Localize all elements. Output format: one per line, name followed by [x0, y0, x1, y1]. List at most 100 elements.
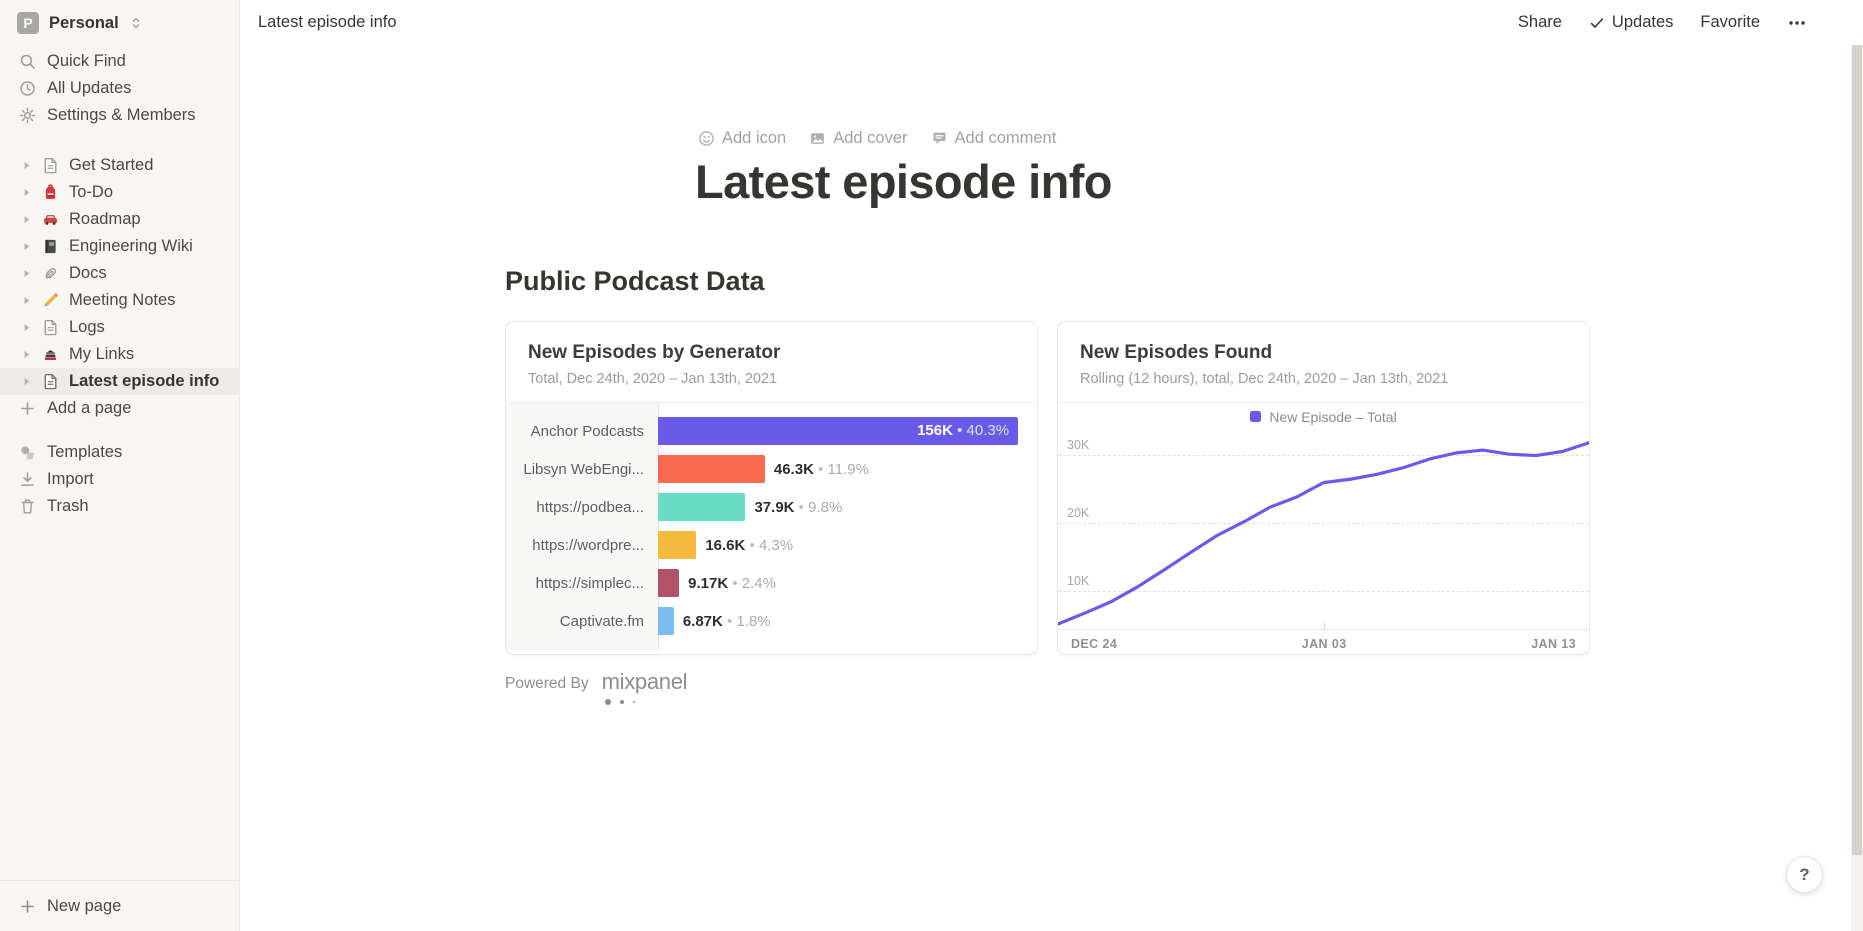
sidebar-page-to-do[interactable]: To-Do	[0, 179, 239, 206]
help-button[interactable]: ?	[1786, 856, 1823, 893]
smiley-icon	[698, 130, 715, 147]
sidebar-page-meeting-notes[interactable]: Meeting Notes	[0, 287, 239, 314]
gridline	[1058, 455, 1589, 456]
sidebar-item-label: Trash	[47, 497, 89, 515]
pencil-icon	[42, 292, 59, 309]
sidebar-item-import[interactable]: Import	[0, 466, 239, 493]
more-options-icon[interactable]	[1787, 13, 1807, 33]
bar-track: 37.9K • 9.8%	[658, 493, 1037, 521]
bar-chart-subtitle: Total, Dec 24th, 2020 – Jan 13th, 2021	[528, 371, 778, 387]
workspace-avatar: P	[17, 12, 39, 34]
sidebar-page-label: Latest episode info	[69, 372, 220, 390]
sidebar-page-docs[interactable]: Docs	[0, 260, 239, 287]
chevron-updown-icon	[129, 16, 143, 30]
bar-track: 46.3K • 11.9%	[658, 455, 1037, 483]
bar-value-label: 9.17K • 2.4%	[688, 574, 776, 592]
add-cover-label: Add cover	[833, 129, 908, 147]
favorite-button[interactable]: Favorite	[1700, 13, 1760, 31]
sidebar-item-label: All Updates	[47, 79, 132, 97]
sidebar-page-label: Logs	[69, 318, 105, 336]
sidebar-item-trash[interactable]: Trash	[0, 493, 239, 520]
add-a-page-button[interactable]: Add a page	[0, 395, 239, 422]
paperclip-icon	[42, 265, 59, 282]
page-title[interactable]: Latest episode info	[695, 155, 1112, 208]
bar[interactable]	[658, 493, 746, 521]
page-icon	[42, 319, 59, 336]
sidebar-page-roadmap[interactable]: Roadmap	[0, 206, 239, 233]
scrollbar-thumb[interactable]	[1852, 45, 1862, 855]
check-icon	[1589, 15, 1605, 31]
main-area: Latest episode info Share Updates Favori…	[240, 0, 1863, 931]
updates-button[interactable]: Updates	[1589, 13, 1673, 32]
share-button[interactable]: Share	[1517, 13, 1562, 31]
bar-value-label: 46.3K • 11.9%	[773, 460, 869, 478]
new-page-button[interactable]: New page	[0, 880, 239, 931]
add-cover-button[interactable]: Add cover	[809, 129, 908, 148]
car-icon	[42, 211, 59, 228]
gridline	[1058, 523, 1589, 524]
x-axis-label: DEC 24	[1071, 637, 1118, 651]
triangle-toggle-icon[interactable]	[19, 347, 34, 362]
sidebar-page-label: Meeting Notes	[69, 291, 176, 309]
sidebar-page-label: Engineering Wiki	[69, 237, 193, 255]
page-content: Add icon Add cover Add comment Latest ep…	[240, 45, 1863, 931]
mixpanel-logo[interactable]: mixpanel	[602, 671, 688, 705]
bar[interactable]	[658, 531, 697, 559]
triangle-toggle-icon[interactable]	[19, 266, 34, 281]
sidebar-item-templates[interactable]: Templates	[0, 439, 239, 466]
triangle-toggle-icon[interactable]	[19, 293, 34, 308]
bar[interactable]	[658, 455, 765, 483]
sidebar-page-latest-episode-info[interactable]: Latest episode info	[0, 368, 239, 395]
bar[interactable]: 156K • 40.3%	[658, 417, 1019, 445]
line-series	[1058, 441, 1589, 626]
breadcrumb[interactable]: Latest episode info	[258, 13, 397, 31]
sidebar-page-logs[interactable]: Logs	[0, 314, 239, 341]
bar-chart-card[interactable]: New Episodes by Generator Total, Dec 24t…	[505, 321, 1038, 655]
add-icon-button[interactable]: Add icon	[698, 129, 786, 148]
bar[interactable]	[658, 569, 680, 597]
bar[interactable]	[658, 607, 674, 635]
sidebar-item-label: Quick Find	[47, 52, 126, 70]
sidebar-page-label: Roadmap	[69, 210, 141, 228]
triangle-toggle-icon[interactable]	[19, 239, 34, 254]
x-axis-tick	[1323, 623, 1325, 629]
workspace-switcher[interactable]: P Personal	[0, 0, 239, 46]
bar-row: Libsyn WebEngi... 46.3K • 11.9%	[506, 450, 1037, 488]
image-icon	[809, 130, 826, 147]
bar-track: 6.87K • 1.8%	[658, 607, 1037, 635]
bar-row: https://podbea... 37.9K • 9.8%	[506, 488, 1037, 526]
bar-chart-header: New Episodes by Generator Total, Dec 24t…	[506, 322, 1037, 402]
triangle-toggle-icon[interactable]	[19, 320, 34, 335]
sidebar-page-engineering-wiki[interactable]: Engineering Wiki	[0, 233, 239, 260]
plus-icon	[19, 400, 36, 417]
section-heading[interactable]: Public Podcast Data	[505, 266, 765, 296]
bar-row: Captivate.fm 6.87K • 1.8%	[506, 602, 1037, 640]
sidebar-item-settings-members[interactable]: Settings & Members	[0, 102, 239, 129]
scrollbar-track[interactable]	[1851, 45, 1863, 931]
sidebar-page-label: Docs	[69, 264, 107, 282]
line-chart-card[interactable]: New Episodes Found Rolling (12 hours), t…	[1057, 321, 1590, 655]
y-axis-label: 20K	[1067, 506, 1090, 520]
line-chart-legend: New Episode – Total	[1058, 403, 1589, 430]
bar-category-label: Libsyn WebEngi...	[523, 460, 644, 478]
sidebar-page-get-started[interactable]: Get Started	[0, 152, 239, 179]
sidebar-page-my-links[interactable]: My Links	[0, 341, 239, 368]
bar-value-label: 156K • 40.3%	[917, 422, 1010, 439]
triangle-toggle-icon[interactable]	[19, 374, 34, 389]
sidebar-item-all-updates[interactable]: All Updates	[0, 75, 239, 102]
bar-category-label: https://podbea...	[536, 498, 644, 516]
trash-icon	[19, 498, 36, 515]
legend-label: New Episode – Total	[1269, 408, 1397, 425]
bar-row: https://wordpre... 16.6K • 4.3%	[506, 526, 1037, 564]
sidebar-item-quick-find[interactable]: Quick Find	[0, 48, 239, 75]
gear-icon	[19, 107, 36, 124]
triangle-toggle-icon[interactable]	[19, 212, 34, 227]
charts-row: New Episodes by Generator Total, Dec 24t…	[505, 321, 1590, 655]
page-icon	[42, 157, 59, 174]
triangle-toggle-icon[interactable]	[19, 185, 34, 200]
gridline	[1058, 591, 1589, 592]
add-comment-button[interactable]: Add comment	[931, 129, 1056, 148]
bar-chart-plot: Anchor Podcasts 156K • 40.3% Libsyn WebEng…	[506, 403, 1037, 650]
page-prop-row: Add icon Add cover Add comment	[698, 129, 1056, 148]
triangle-toggle-icon[interactable]	[19, 158, 34, 173]
